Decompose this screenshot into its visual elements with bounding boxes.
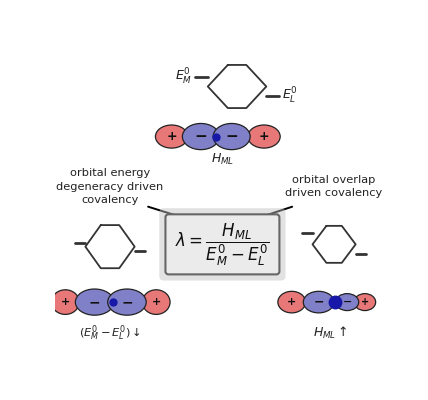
Text: $H_{ML}\uparrow$: $H_{ML}\uparrow$	[313, 325, 348, 341]
FancyBboxPatch shape	[159, 208, 285, 280]
Text: +: +	[166, 130, 177, 143]
Text: −: −	[89, 295, 101, 309]
Text: +: +	[61, 297, 70, 307]
Text: $E_M^0$: $E_M^0$	[175, 67, 193, 87]
Ellipse shape	[143, 290, 170, 314]
Text: −: −	[194, 129, 207, 144]
Text: orbital energy
degeneracy driven
covalency: orbital energy degeneracy driven covalen…	[56, 168, 163, 205]
FancyBboxPatch shape	[166, 214, 279, 274]
Ellipse shape	[213, 124, 250, 150]
Ellipse shape	[75, 289, 114, 315]
Text: orbital overlap
driven covalency: orbital overlap driven covalency	[285, 175, 383, 198]
Text: −: −	[225, 129, 238, 144]
Text: +: +	[361, 297, 369, 307]
Text: −: −	[121, 295, 133, 309]
Text: +: +	[287, 297, 296, 307]
Text: $(E_M^0 - E_L^0)\downarrow$: $(E_M^0 - E_L^0)\downarrow$	[79, 323, 141, 343]
Text: −: −	[313, 296, 324, 309]
Ellipse shape	[354, 294, 376, 310]
Ellipse shape	[108, 289, 146, 315]
Text: −: −	[342, 297, 352, 307]
Text: $E_L^0$: $E_L^0$	[282, 86, 297, 106]
Ellipse shape	[303, 291, 334, 313]
Ellipse shape	[248, 125, 280, 148]
Ellipse shape	[51, 290, 79, 314]
Text: $\lambda = \dfrac{H_{ML}}{E_M^0 - E_L^0}$: $\lambda = \dfrac{H_{ML}}{E_M^0 - E_L^0}…	[175, 221, 270, 268]
Ellipse shape	[278, 291, 306, 313]
Text: +: +	[259, 130, 269, 143]
Ellipse shape	[182, 124, 219, 150]
Text: +: +	[152, 297, 161, 307]
Text: $H_{ML}$: $H_{ML}$	[211, 152, 234, 167]
Ellipse shape	[155, 125, 188, 148]
Ellipse shape	[336, 294, 359, 310]
